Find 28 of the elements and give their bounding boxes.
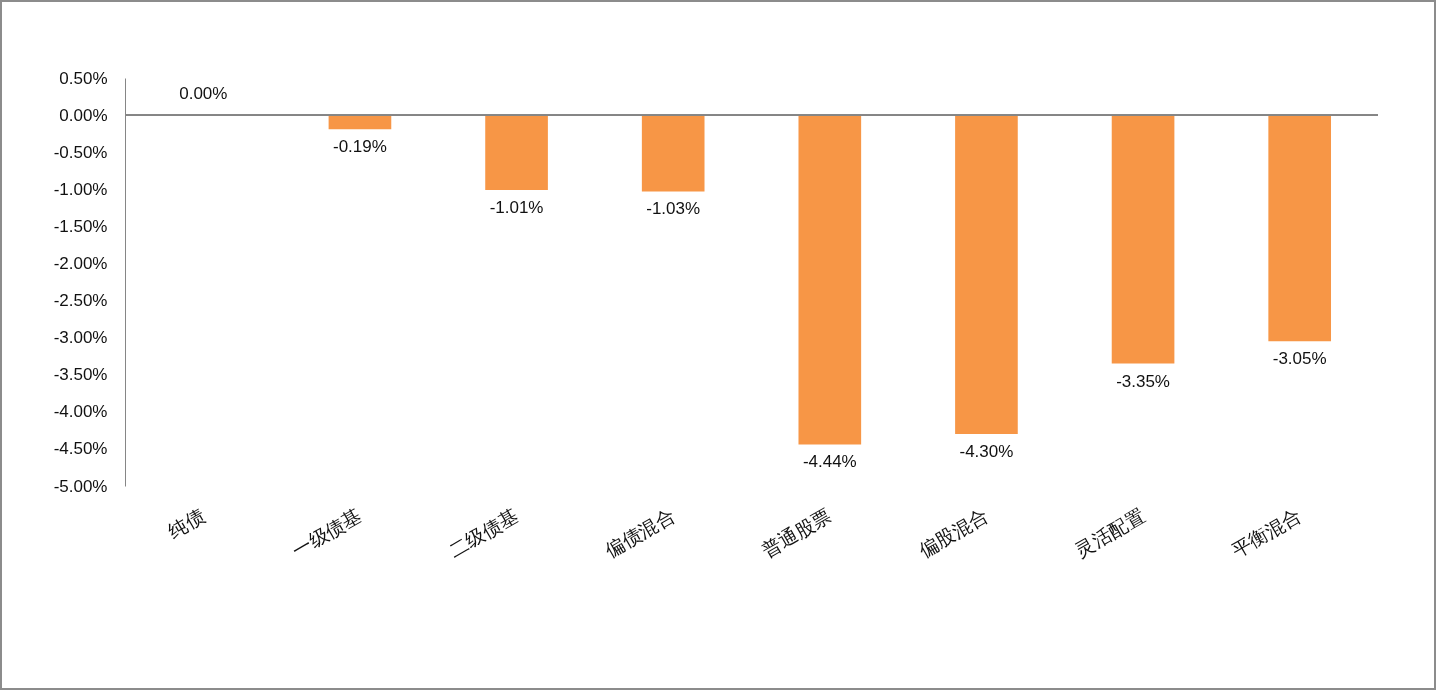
y-tick-label: -1.50% <box>53 216 108 236</box>
y-tick-label: -3.00% <box>53 328 108 348</box>
data-label: -1.01% <box>489 198 544 218</box>
data-label: -3.05% <box>1272 349 1327 369</box>
y-tick-label: 0.00% <box>59 105 108 125</box>
x-tick-label: 平衡混合 <box>1228 504 1305 562</box>
y-tick-label: -1.00% <box>53 179 108 199</box>
x-tick-label: 纯债 <box>164 504 209 543</box>
x-tick-label: 偏债混合 <box>601 504 679 562</box>
x-tick-label: 灵活配置 <box>1071 504 1149 562</box>
data-label: -0.19% <box>333 137 387 157</box>
x-tick-label: 二级债基 <box>445 504 522 562</box>
y-tick-label: -2.50% <box>53 291 108 311</box>
data-label: 0.00% <box>179 84 228 104</box>
data-label: -3.35% <box>1116 371 1170 391</box>
y-tick-label: -5.00% <box>53 476 108 496</box>
y-tick-label: -4.00% <box>53 402 108 422</box>
data-label: -4.44% <box>802 452 857 472</box>
y-tick-label: -4.50% <box>53 439 108 459</box>
x-tick-label: 普通股票 <box>758 504 835 562</box>
data-label: -1.03% <box>646 199 701 219</box>
y-tick-label: -2.00% <box>53 253 108 273</box>
y-tick-label: -0.50% <box>53 142 108 162</box>
x-tick-label: 一级债基 <box>288 504 365 562</box>
x-tick-label: 偏股混合 <box>915 504 992 562</box>
y-tick-label: -3.50% <box>53 365 108 385</box>
y-tick-label: 0.50% <box>59 68 108 88</box>
data-label: -4.30% <box>959 442 1014 462</box>
